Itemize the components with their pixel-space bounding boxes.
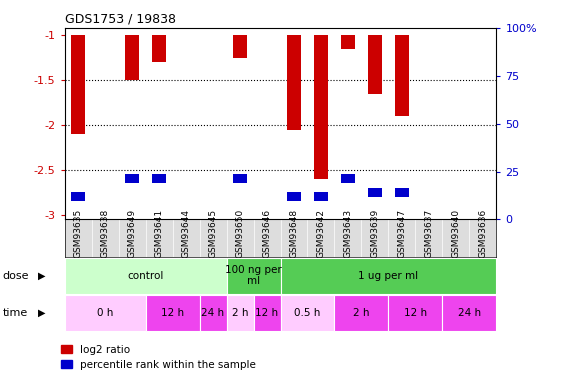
Bar bbox=[314, 192, 328, 201]
FancyBboxPatch shape bbox=[65, 258, 227, 294]
Text: 24 h: 24 h bbox=[201, 308, 224, 318]
Bar bbox=[125, 174, 140, 183]
Text: ▶: ▶ bbox=[38, 271, 45, 280]
FancyBboxPatch shape bbox=[227, 258, 280, 294]
FancyBboxPatch shape bbox=[280, 295, 334, 331]
Text: 2 h: 2 h bbox=[232, 308, 249, 318]
FancyBboxPatch shape bbox=[65, 295, 145, 331]
FancyBboxPatch shape bbox=[227, 295, 254, 331]
Bar bbox=[367, 188, 383, 197]
Text: 24 h: 24 h bbox=[458, 308, 481, 318]
FancyBboxPatch shape bbox=[200, 295, 227, 331]
Text: 1 ug per ml: 1 ug per ml bbox=[358, 271, 419, 280]
Text: 12 h: 12 h bbox=[255, 308, 279, 318]
Bar bbox=[394, 188, 410, 197]
FancyBboxPatch shape bbox=[145, 295, 200, 331]
Bar bbox=[287, 192, 301, 201]
Text: 100 ng per
ml: 100 ng per ml bbox=[225, 265, 282, 286]
Bar bbox=[341, 35, 356, 49]
Bar bbox=[151, 35, 167, 62]
Bar bbox=[287, 35, 301, 130]
Text: 0 h: 0 h bbox=[97, 308, 113, 318]
Bar bbox=[71, 35, 85, 134]
Text: 12 h: 12 h bbox=[161, 308, 184, 318]
Text: dose: dose bbox=[3, 271, 29, 280]
Bar bbox=[71, 192, 85, 201]
Bar bbox=[233, 35, 247, 58]
FancyBboxPatch shape bbox=[443, 295, 496, 331]
Text: 0.5 h: 0.5 h bbox=[295, 308, 321, 318]
FancyBboxPatch shape bbox=[280, 258, 496, 294]
FancyBboxPatch shape bbox=[254, 295, 280, 331]
Bar bbox=[394, 35, 410, 116]
FancyBboxPatch shape bbox=[389, 295, 443, 331]
Bar bbox=[151, 174, 167, 183]
Text: time: time bbox=[3, 308, 28, 318]
Text: ▶: ▶ bbox=[38, 308, 45, 318]
FancyBboxPatch shape bbox=[334, 295, 389, 331]
Text: 2 h: 2 h bbox=[353, 308, 370, 318]
Bar bbox=[314, 35, 328, 179]
Bar bbox=[341, 174, 356, 183]
Bar bbox=[125, 35, 140, 80]
Bar bbox=[367, 35, 383, 94]
Bar bbox=[233, 174, 247, 183]
Text: control: control bbox=[127, 271, 164, 280]
Text: 12 h: 12 h bbox=[404, 308, 427, 318]
Text: GDS1753 / 19838: GDS1753 / 19838 bbox=[65, 13, 176, 26]
Legend: log2 ratio, percentile rank within the sample: log2 ratio, percentile rank within the s… bbox=[61, 345, 256, 370]
